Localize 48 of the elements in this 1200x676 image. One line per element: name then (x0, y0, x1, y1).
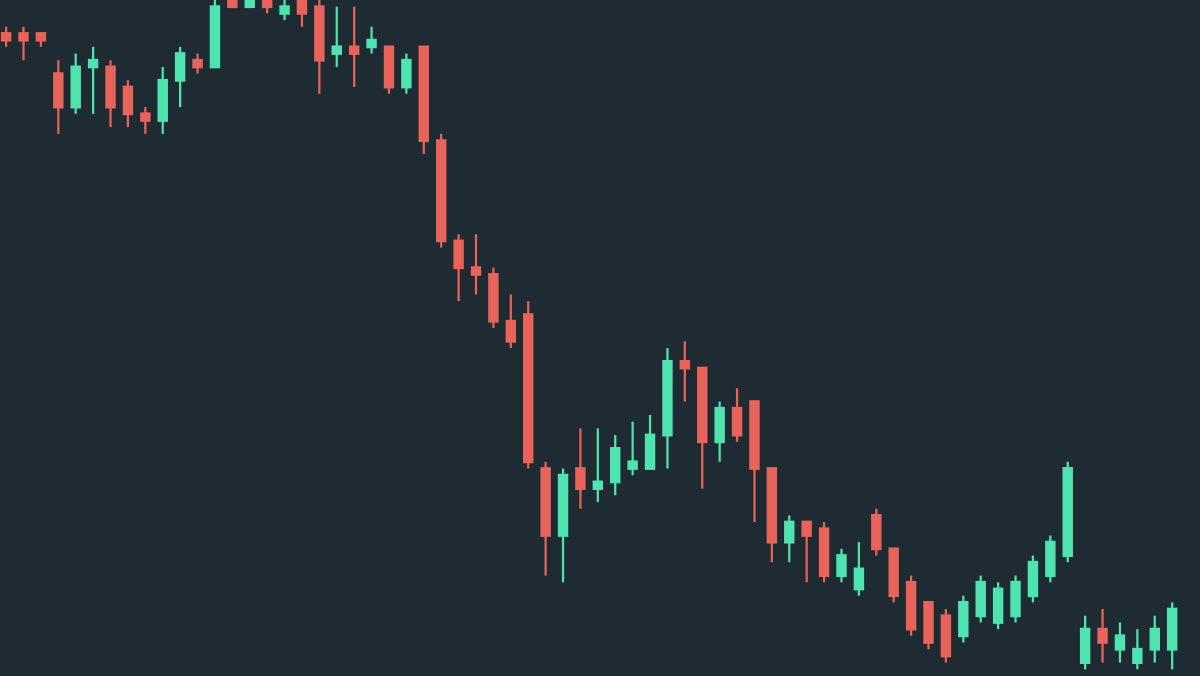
candlestick (1132, 628, 1143, 671)
candlestick (1027, 554, 1039, 604)
candlestick (70, 52, 81, 115)
candlestick (122, 79, 134, 129)
candlestick (1166, 601, 1178, 671)
candlestick (87, 45, 99, 115)
candlestick (1097, 607, 1108, 664)
candlestick (714, 400, 725, 463)
candlestick (383, 45, 395, 95)
candlestick (836, 547, 847, 584)
candlestick (801, 520, 812, 584)
candlestick (1114, 621, 1126, 664)
candlestick (0, 25, 12, 48)
candlestick (470, 233, 482, 296)
candlestick (53, 59, 64, 135)
candlestick (871, 507, 882, 557)
candlestick (401, 52, 412, 95)
candlestick (140, 105, 151, 135)
candlestick (958, 594, 969, 644)
candlestick (784, 514, 795, 564)
candlestick (105, 59, 116, 129)
candlestick (923, 600, 934, 651)
candlestick (192, 52, 203, 75)
candlestick (853, 541, 865, 597)
candlestick (1045, 534, 1056, 584)
candlestick (610, 433, 621, 497)
candlestick (18, 25, 29, 62)
candlestick (1010, 574, 1021, 624)
candlestick (453, 233, 464, 303)
candlestick (1079, 614, 1091, 671)
candlestick (644, 413, 656, 470)
candlestick (592, 427, 604, 504)
candlestick (975, 574, 986, 624)
candlestick (366, 25, 377, 55)
candlestick (296, 0, 308, 28)
candlestick (331, 5, 342, 69)
candlestick (157, 65, 168, 135)
candlestick (348, 5, 360, 89)
candlestick (174, 45, 186, 109)
candlestick (1149, 614, 1160, 664)
candlestick (279, 0, 290, 22)
candlestick (992, 581, 1004, 631)
candlestick (627, 420, 638, 477)
candlestick (575, 427, 586, 510)
candlestick (731, 387, 743, 443)
candlestick (940, 607, 952, 664)
candlestick (679, 340, 691, 403)
candlestick (505, 293, 517, 350)
